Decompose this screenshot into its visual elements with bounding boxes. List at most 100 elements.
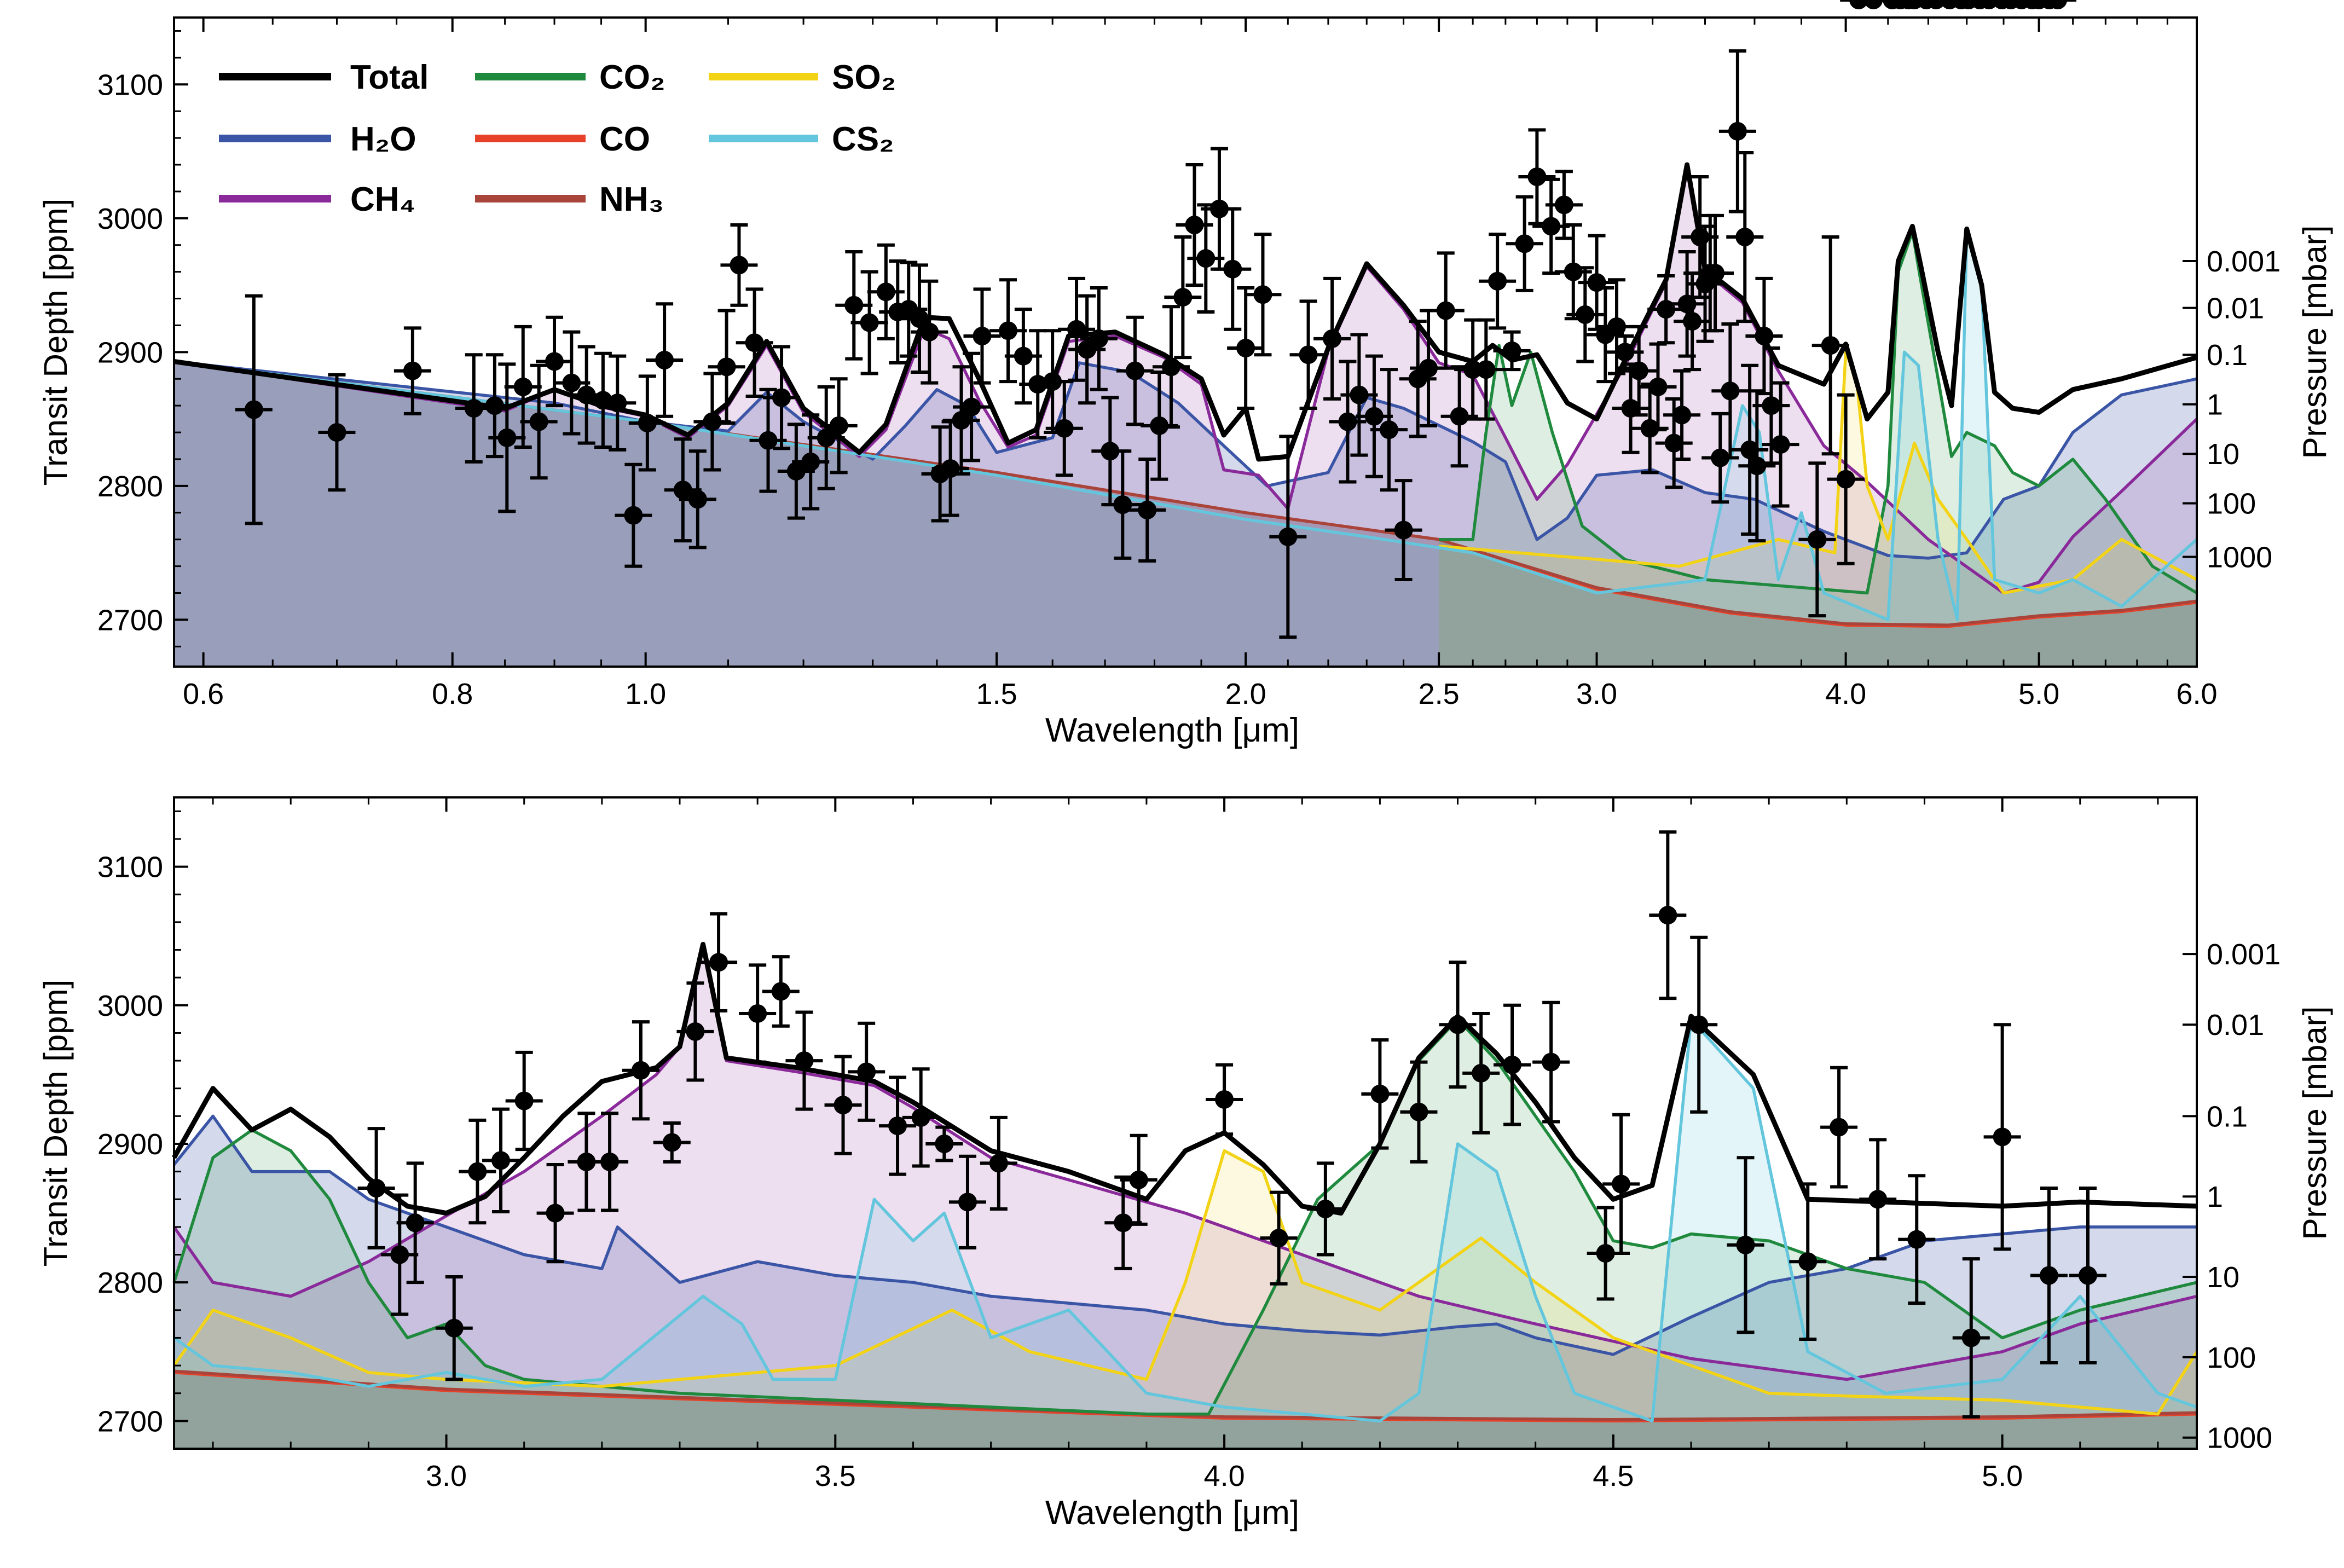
data-marker [1338,412,1357,431]
data-point [763,345,801,450]
data-marker [999,321,1018,340]
data-marker [910,309,929,328]
y-tick-label: 2700 [97,1405,163,1438]
data-marker [688,490,707,509]
data-marker [1821,336,1840,355]
data-point [785,1010,823,1111]
data-marker [1621,399,1640,418]
data-marker [244,400,263,419]
data-marker [1350,385,1369,404]
data-marker [1683,312,1702,331]
data-point [381,1193,419,1316]
legend-label-ch4: CH₄ [350,181,415,218]
line-cs2 [173,230,2198,622]
data-point [1532,1000,1570,1124]
data-point [357,1127,395,1249]
data-marker [1209,199,1229,218]
data-marker [444,1318,464,1338]
data-point [599,354,636,452]
data-marker [748,1004,767,1023]
data-marker [973,326,992,345]
data-point [235,294,273,525]
data-marker [860,313,879,332]
data-marker [1450,407,1469,426]
data-point [1004,308,1042,405]
data-point [1385,479,1422,582]
data-point [1606,334,1644,370]
x-tick-label: 2.5 [1419,678,1460,710]
data-point [591,1112,629,1212]
area-ch4 [174,944,2197,1449]
data-point [1518,128,1556,225]
data-point [2069,1187,2106,1365]
legend-entry-co: CO [475,120,650,158]
data-marker [1648,377,1668,396]
data-marker [1961,1328,1981,1347]
data-marker [1527,167,1547,186]
data-point [1639,342,1677,432]
data-point [1462,1011,1500,1135]
data-point [1726,151,1764,323]
data-point [1718,49,1756,213]
data-marker [1864,0,1883,9]
data-point [482,1107,520,1214]
data-marker [1043,372,1062,391]
data-marker [1728,121,1747,141]
data-point [318,373,356,492]
data-marker [1616,343,1635,362]
data-marker [786,461,806,481]
data-marker [888,1116,907,1136]
data-point [1602,1113,1640,1255]
y2-tick-label: 1 [2207,1181,2223,1213]
data-marker [1658,906,1677,925]
data-marker [673,481,692,500]
y-tick-label: 3100 [97,68,163,101]
y-tick-label: 3100 [97,851,163,884]
data-marker [1409,1102,1428,1121]
data-point [1116,315,1154,426]
data-marker [857,1062,876,1081]
line-nh3 [173,360,2197,627]
data-marker [1316,1199,1335,1218]
data-marker [1830,1118,1849,1137]
data-point [1859,1138,1897,1261]
data-marker [655,351,674,370]
data-point [708,309,745,425]
y2-tick-label: 1000 [2207,541,2272,574]
legend-entry-cs2: CS₂ [709,120,894,158]
data-marker [829,416,848,435]
data-point [1762,381,1799,508]
data-marker [958,1193,977,1212]
data-marker [703,412,722,431]
data-marker [662,1133,681,1152]
data-point [505,1050,543,1152]
legend-label-total: Total [350,59,429,96]
data-point [1820,1066,1858,1189]
y2-tick-label: 0.001 [2207,245,2281,278]
data-point [824,1055,862,1155]
panel-top-xlabel: Wavelength [μm] [1045,711,1299,749]
panel-bottom-y2label: Pressure [mbar] [2296,1006,2333,1240]
data-point [739,963,777,1064]
data-marker [1747,456,1767,476]
data-marker [600,1152,620,1171]
line-nh3 [173,1369,2197,1421]
panel-top-data-points [235,0,2077,639]
data-marker [1735,228,1755,247]
data-point [1427,251,1465,370]
data-marker [709,953,728,972]
panel-top: 0.6 0.8 1.0 1.5 2.0 2.5 3.0 4.0 5.0 6.0 2700 2800 29… [37,0,2333,749]
data-marker [920,322,939,342]
data-marker [545,352,564,371]
data-point [1439,961,1477,1089]
data-marker [1740,440,1760,459]
data-marker [801,452,820,471]
data-marker [1664,433,1683,453]
data-marker [1323,329,1342,348]
data-marker [1173,288,1193,307]
data-marker [485,396,504,415]
data-marker [1736,1235,1755,1254]
legend-label-co2: CO₂ [599,59,665,96]
data-marker [1028,375,1047,394]
legend-entry-nh3: NH₃ [475,181,664,218]
